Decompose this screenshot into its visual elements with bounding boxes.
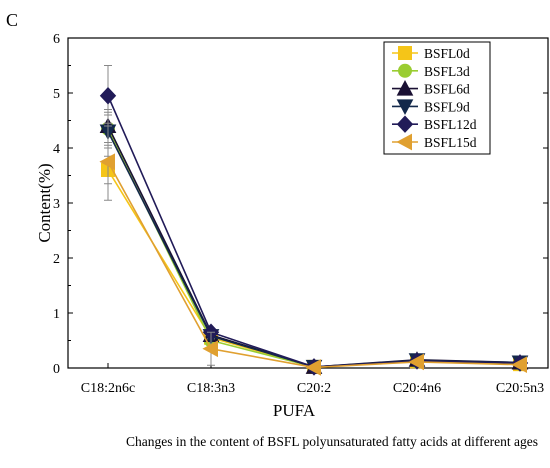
panel-label: C xyxy=(6,10,18,30)
x-axis-title: PUFA xyxy=(273,401,316,420)
figure-caption: Changes in the content of BSFL polyunsat… xyxy=(126,434,538,449)
data-point xyxy=(511,356,527,374)
legend-marker xyxy=(396,80,414,96)
x-tick-label: C20:2 xyxy=(297,381,331,396)
series-layer xyxy=(99,65,529,376)
y-tick-label: 5 xyxy=(53,87,60,102)
legend-item: BSFL0d xyxy=(392,46,470,61)
legend-item: BSFL15d xyxy=(392,133,477,151)
series-line xyxy=(107,169,521,368)
y-tick-label: 3 xyxy=(53,197,60,212)
legend-label: BSFL9d xyxy=(424,99,470,114)
plot-area: 0 1 2 3 4 5 6 C18:2n6c C18:3n3 C20:2 C20:4n6 C20:5… xyxy=(53,32,549,396)
y-tick-label: 2 xyxy=(53,252,60,267)
data-point xyxy=(408,353,424,371)
legend-item: BSFL12d xyxy=(392,115,477,133)
legend-marker xyxy=(396,115,414,133)
legend-marker xyxy=(396,133,412,151)
y-axis-title: Content(%) xyxy=(35,163,54,242)
legend-box xyxy=(383,41,491,155)
x-tick-label: C20:5n3 xyxy=(496,381,544,396)
x-tick-label: C18:2n6c xyxy=(81,381,135,396)
legend-label: BSFL15d xyxy=(424,135,477,150)
legend-marker xyxy=(396,99,414,115)
legend-label: BSFL12d xyxy=(424,117,477,132)
legend: BSFL0d BSFL3d BSFL6d BSFL9d BSFL12d BSFL15d xyxy=(383,41,491,155)
legend-label: BSFL6d xyxy=(424,82,470,97)
legend-marker xyxy=(398,63,412,78)
x-axis: C18:2n6c C18:3n3 C20:2 C20:4n6 C20:5n3 xyxy=(81,363,544,396)
x-tick-label: C20:4n6 xyxy=(393,381,441,396)
legend-label: BSFL0d xyxy=(424,46,470,61)
data-point xyxy=(99,153,115,171)
legend-label: BSFL3d xyxy=(424,64,470,79)
legend-item: BSFL9d xyxy=(392,99,470,115)
y-tick-label: 0 xyxy=(53,362,60,377)
y-tick-label: 1 xyxy=(53,307,60,322)
legend-item: BSFL6d xyxy=(392,80,470,97)
series-line xyxy=(107,131,521,368)
series-line xyxy=(107,161,521,369)
x-tick-label: C18:3n3 xyxy=(187,381,235,396)
y-tick-label: 6 xyxy=(53,32,60,47)
data-point xyxy=(305,359,321,376)
data-point xyxy=(202,340,218,358)
y-axis: 0 1 2 3 4 5 6 xyxy=(53,32,548,377)
data-point xyxy=(99,87,117,105)
series-line xyxy=(107,128,521,368)
series-BSFL15d xyxy=(99,122,527,376)
legend-item: BSFL3d xyxy=(392,63,470,79)
y-tick-label: 4 xyxy=(53,142,60,157)
series-line xyxy=(107,125,521,368)
legend-marker xyxy=(398,46,412,60)
